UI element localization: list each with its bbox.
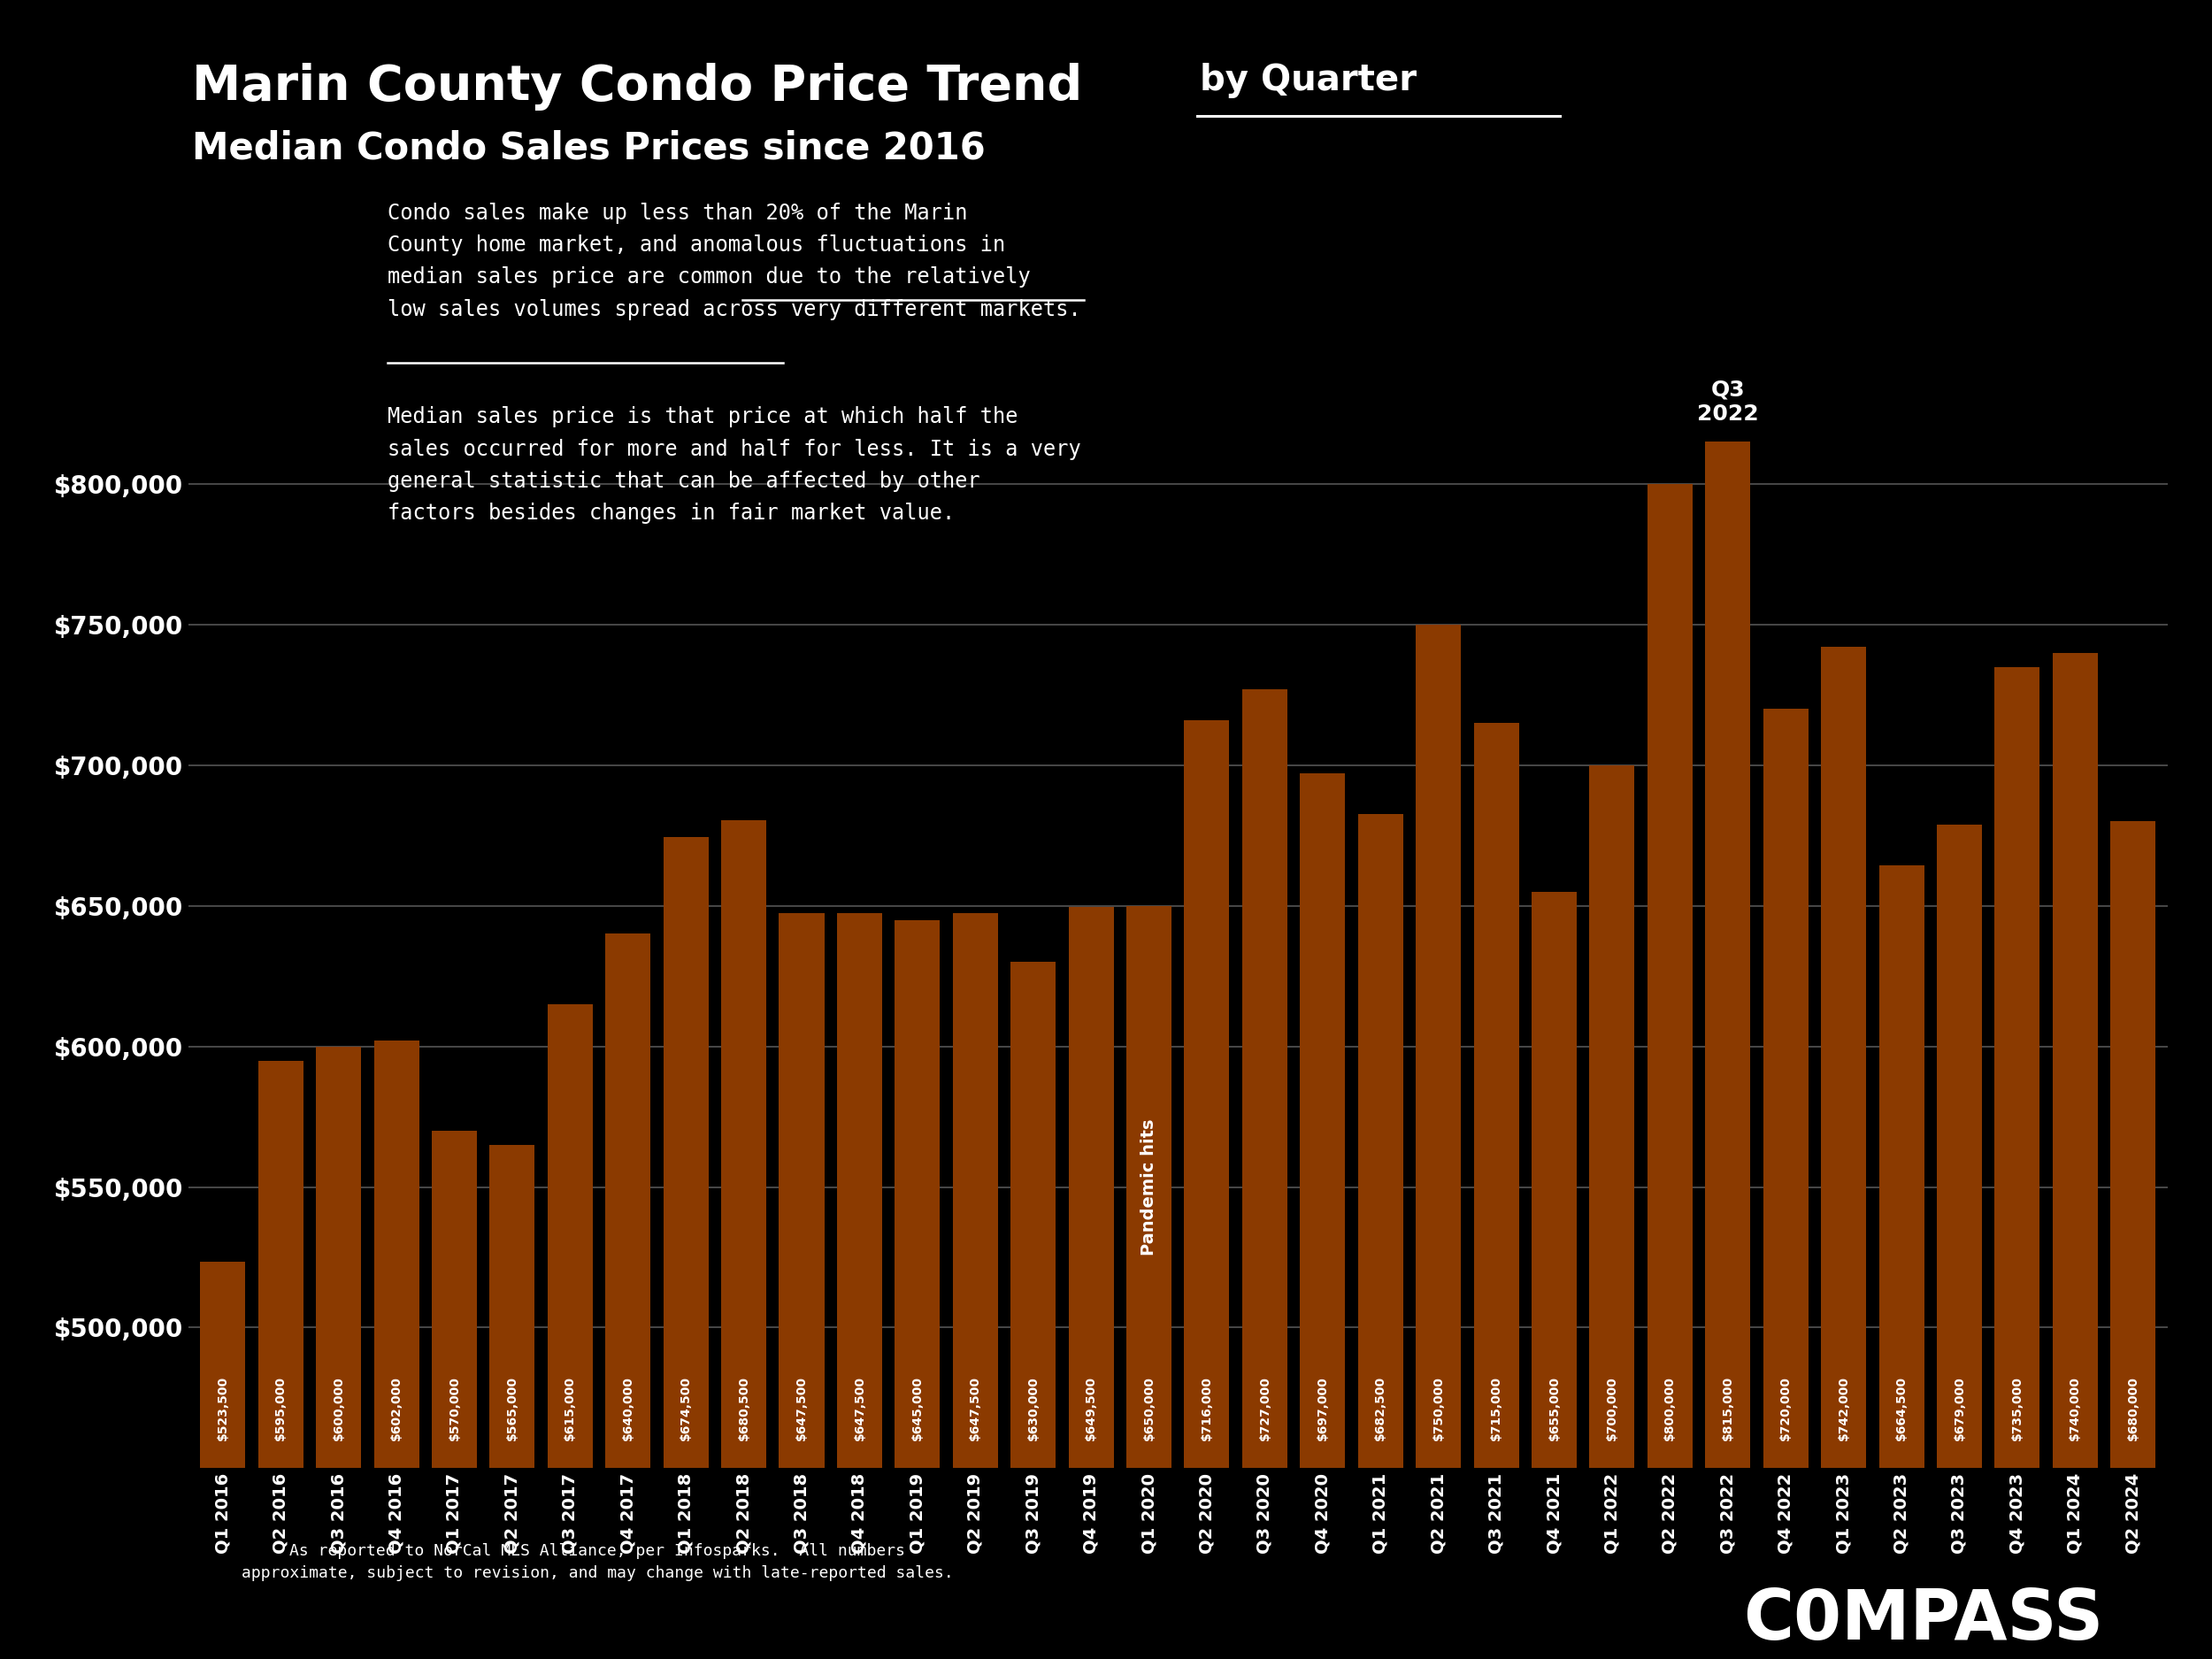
Text: $742,000: $742,000: [1838, 1375, 1849, 1440]
Text: $647,500: $647,500: [854, 1375, 865, 1440]
Text: $674,500: $674,500: [679, 1375, 692, 1440]
Bar: [1183, 720, 1230, 1659]
Bar: [1301, 773, 1345, 1659]
Bar: [199, 1261, 246, 1659]
Bar: [2053, 652, 2097, 1659]
Bar: [896, 919, 940, 1659]
Bar: [316, 1047, 361, 1659]
Bar: [1590, 765, 1635, 1659]
Bar: [431, 1131, 478, 1659]
Bar: [606, 934, 650, 1659]
Text: $645,000: $645,000: [911, 1375, 925, 1440]
Bar: [721, 820, 765, 1659]
Bar: [1995, 667, 2039, 1659]
Text: $647,500: $647,500: [796, 1375, 807, 1440]
Bar: [1878, 864, 1924, 1659]
Bar: [1820, 647, 1867, 1659]
Text: $680,000: $680,000: [2126, 1375, 2139, 1440]
Bar: [1705, 441, 1750, 1659]
Text: Median sales price is that price at which half the
sales occurred for more and h: Median sales price is that price at whic…: [387, 406, 1082, 524]
Text: $647,500: $647,500: [969, 1375, 982, 1440]
Text: Q3
2022: Q3 2022: [1697, 378, 1759, 425]
Text: Median Condo Sales Prices since 2016: Median Condo Sales Prices since 2016: [192, 129, 987, 166]
Text: $800,000: $800,000: [1663, 1375, 1677, 1440]
Text: $700,000: $700,000: [1606, 1375, 1619, 1440]
Text: $750,000: $750,000: [1431, 1375, 1444, 1440]
Bar: [1011, 962, 1055, 1659]
Text: $615,000: $615,000: [564, 1375, 577, 1440]
Bar: [1473, 723, 1520, 1659]
Text: $650,000: $650,000: [1144, 1375, 1155, 1440]
Text: $720,000: $720,000: [1778, 1375, 1792, 1440]
Bar: [779, 912, 825, 1659]
Text: $570,000: $570,000: [449, 1375, 460, 1440]
Text: $697,000: $697,000: [1316, 1375, 1329, 1440]
Text: $523,500: $523,500: [217, 1375, 230, 1440]
Text: $815,000: $815,000: [1721, 1375, 1734, 1440]
Bar: [1358, 815, 1402, 1659]
Text: $600,000: $600,000: [332, 1375, 345, 1440]
Text: $679,000: $679,000: [1953, 1375, 1966, 1440]
Text: $655,000: $655,000: [1548, 1375, 1559, 1440]
Text: $680,500: $680,500: [737, 1375, 750, 1440]
Bar: [2110, 821, 2157, 1659]
Bar: [836, 912, 883, 1659]
Bar: [1068, 907, 1113, 1659]
Text: $664,500: $664,500: [1896, 1375, 1907, 1440]
Text: $640,000: $640,000: [622, 1375, 635, 1440]
Text: $715,000: $715,000: [1491, 1375, 1502, 1440]
Text: $740,000: $740,000: [2068, 1375, 2081, 1440]
Bar: [374, 1040, 418, 1659]
Bar: [664, 836, 708, 1659]
Bar: [953, 912, 998, 1659]
Text: $716,000: $716,000: [1201, 1375, 1212, 1440]
Text: $649,500: $649,500: [1084, 1375, 1097, 1440]
Text: C0MPASS: C0MPASS: [1743, 1586, 2104, 1654]
Bar: [259, 1060, 303, 1659]
Bar: [1763, 708, 1807, 1659]
Text: $595,000: $595,000: [274, 1375, 288, 1440]
Text: $682,500: $682,500: [1374, 1375, 1387, 1440]
Text: As reported to NorCal MLS Alliance, per Infosparks.  All numbers
approximate, su: As reported to NorCal MLS Alliance, per …: [241, 1543, 953, 1581]
Text: $565,000: $565,000: [507, 1375, 518, 1440]
Bar: [489, 1145, 535, 1659]
Text: $727,000: $727,000: [1259, 1375, 1272, 1440]
Bar: [1531, 893, 1577, 1659]
Text: $602,000: $602,000: [389, 1375, 403, 1440]
Bar: [1648, 484, 1692, 1659]
Text: $735,000: $735,000: [2011, 1375, 2024, 1440]
Text: $630,000: $630,000: [1026, 1375, 1040, 1440]
Bar: [1126, 906, 1172, 1659]
Text: Pandemic hits: Pandemic hits: [1141, 1118, 1157, 1256]
Text: Marin County Condo Price Trend: Marin County Condo Price Trend: [192, 63, 1084, 111]
Text: Condo sales make up less than 20% of the Marin
County home market, and anomalous: Condo sales make up less than 20% of the…: [387, 202, 1082, 320]
Bar: [1938, 825, 1982, 1659]
Bar: [1416, 624, 1460, 1659]
Bar: [549, 1004, 593, 1659]
Bar: [1243, 688, 1287, 1659]
Text: by Quarter: by Quarter: [1188, 63, 1418, 98]
